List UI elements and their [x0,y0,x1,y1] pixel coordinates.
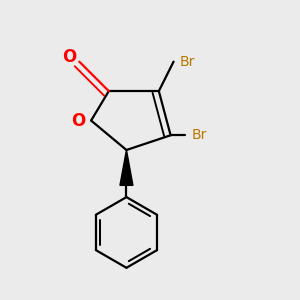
Polygon shape [120,150,133,185]
Text: O: O [71,112,85,130]
Text: O: O [62,48,76,66]
Text: Br: Br [191,128,207,142]
Text: Br: Br [179,55,195,69]
